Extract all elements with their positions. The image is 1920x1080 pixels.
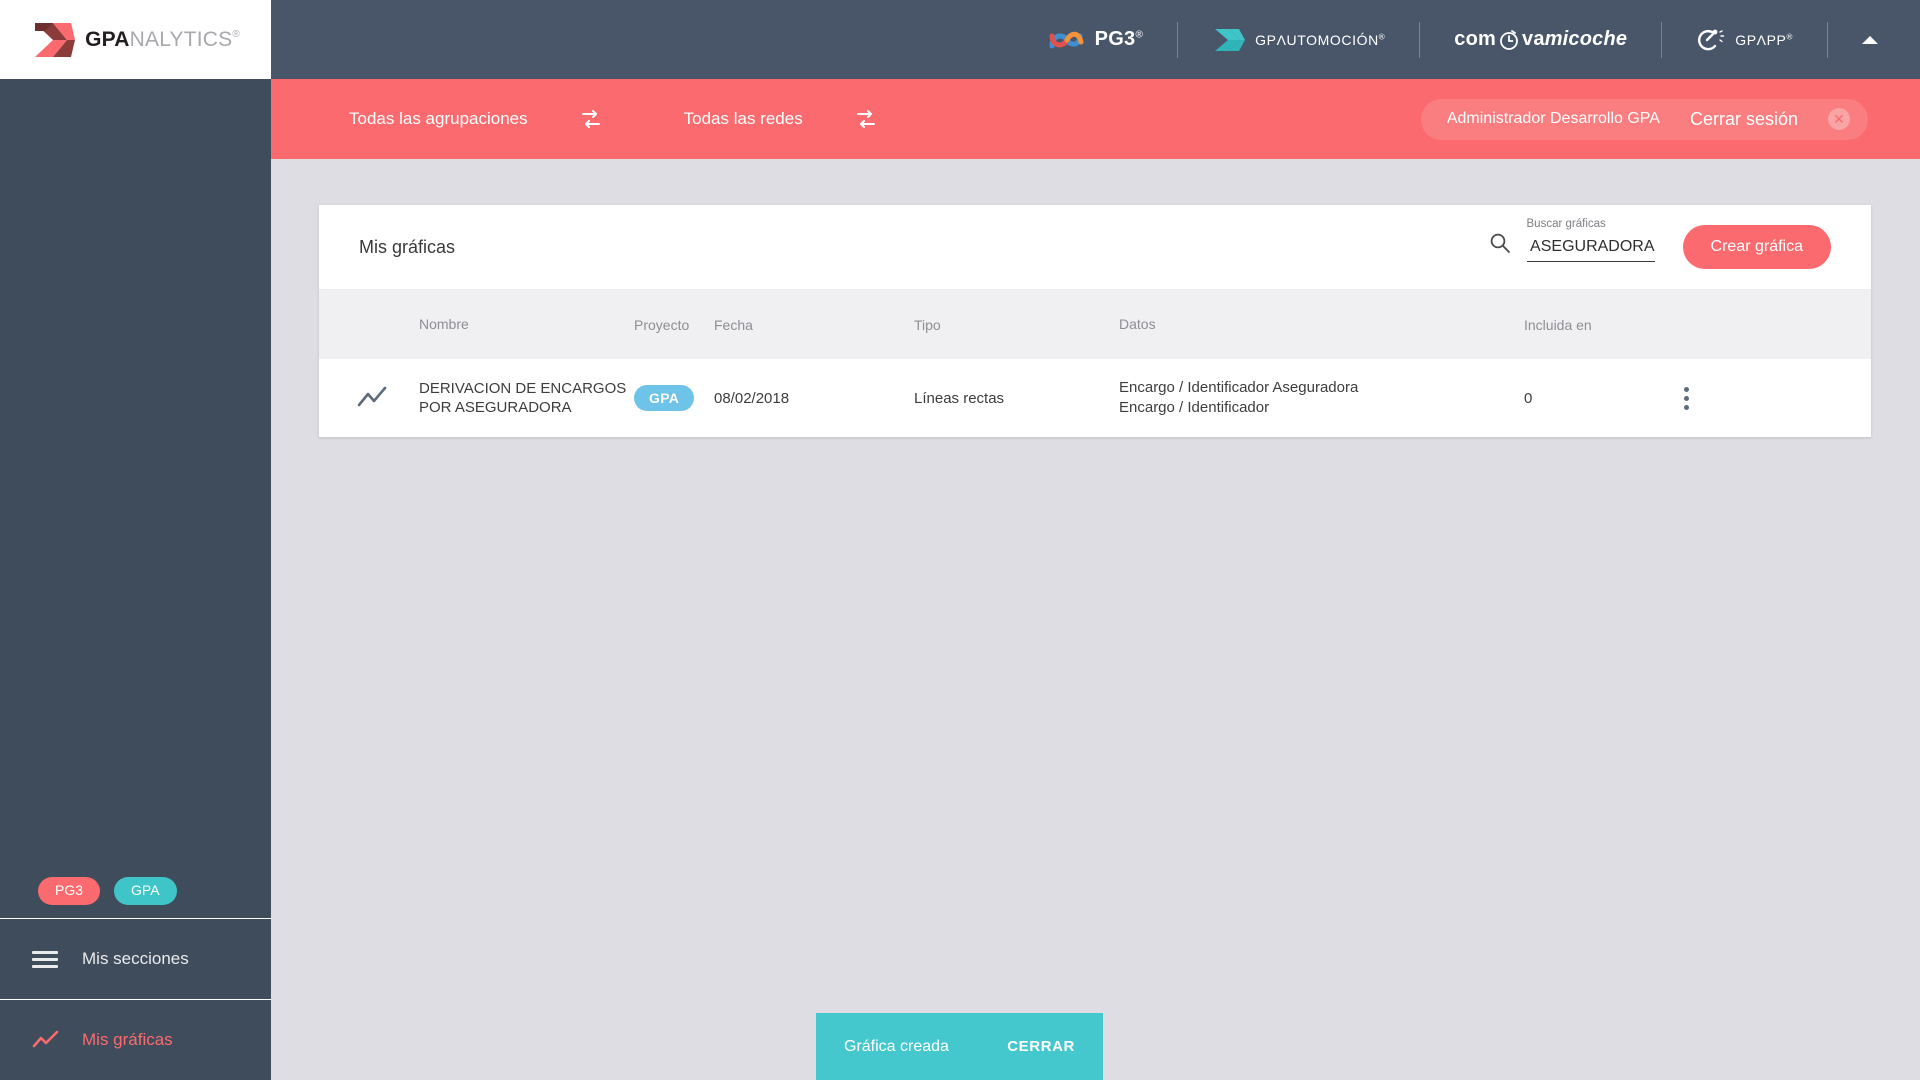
nav-divider <box>1661 21 1663 58</box>
filter-label: Todas las redes <box>683 109 803 128</box>
search-icon[interactable] <box>1489 232 1511 254</box>
page-title: Mis gráficas <box>359 236 456 257</box>
top-navbar: PG3® GPΛUTOMOCIÓN® com va micoche <box>271 0 1920 79</box>
gpautomocion-arrow-icon <box>1215 28 1246 51</box>
search-field: Buscar gráficas <box>1526 218 1655 262</box>
search-label: Buscar gráficas <box>1526 218 1606 230</box>
table-header-nombre[interactable]: Nombre <box>419 315 469 332</box>
create-chart-button[interactable]: Crear gráfica <box>1682 225 1831 269</box>
nav-divider <box>1177 21 1179 58</box>
status-badge: GPA <box>634 385 695 411</box>
topnav-logo-group: PG3® GPΛUTOMOCIÓN® com va micoche <box>1014 0 1920 79</box>
filter-subbar: Todas las agrupaciones Todas las redes A… <box>271 79 1920 159</box>
row-proyecto: GPA <box>634 385 714 411</box>
nav-logo-pg3[interactable]: PG3® <box>1014 20 1178 60</box>
main-content: Mis gráficas Buscar gráficas Crear gráfi… <box>271 159 1920 1080</box>
nav-logo-label: GPΛUTOMOCIÓN® <box>1255 31 1386 48</box>
nav-divider <box>1827 21 1828 58</box>
nav-logo-comovamicoche[interactable]: com va micoche <box>1420 20 1661 60</box>
project-pill-gpa[interactable]: GPA <box>114 877 177 905</box>
row-tipo: Líneas rectas <box>914 389 1005 407</box>
nav-logo-gpautomocion[interactable]: GPΛUTOMOCIÓN® <box>1178 20 1419 60</box>
table-header-fecha[interactable]: Fecha <box>714 316 753 333</box>
table-header-row: Nombre Proyecto Fecha Tipo Datos Incluid… <box>319 289 1871 359</box>
table-header-proyecto[interactable]: Proyecto <box>634 316 690 333</box>
row-nombre: DERIVACION DE ENCARGOS POR ASEGURADORA <box>419 379 627 416</box>
current-user-label: Administrador Desarrollo GPA <box>1446 110 1660 127</box>
line-chart-icon <box>32 1028 60 1052</box>
sidebar-spacer <box>0 79 271 864</box>
card-header-actions: Buscar gráficas Crear gráfica <box>1489 218 1831 269</box>
nav-divider <box>1419 21 1421 58</box>
nav-logo-label: GPΛPP® <box>1735 31 1793 48</box>
brand-logo[interactable]: GPA NALYTICS ® <box>0 0 271 79</box>
filter-agrupaciones[interactable]: Todas las agrupaciones <box>349 108 602 130</box>
table-header-incluida-en[interactable]: Incluida en <box>1524 316 1592 333</box>
sidebar-item-mis-graficas[interactable]: Mis gráficas <box>0 999 271 1080</box>
filter-label: Todas las agrupaciones <box>349 109 528 128</box>
pg3-infinity-icon <box>1049 31 1084 48</box>
snackbar-close-button[interactable]: CERRAR <box>1007 1038 1075 1055</box>
brand-name-bold: GPA <box>85 27 130 51</box>
search-input[interactable] <box>1526 238 1655 262</box>
sidebar-project-pills: PG3 GPA <box>0 864 271 918</box>
sidebar-item-label: Mis gráficas <box>82 1030 173 1049</box>
row-datos-line-1: Encargo / Identificador Aseguradora <box>1119 378 1359 396</box>
row-datos-line-2: Encargo / Identificador <box>1119 399 1270 416</box>
session-box: Administrador Desarrollo GPA Cerrar sesi… <box>1420 98 1868 140</box>
snackbar-message: Gráfica creada <box>844 1037 949 1055</box>
gpanalytics-arrow-logo-icon <box>35 22 76 57</box>
caret-up-icon <box>1862 35 1878 44</box>
card-header: Mis gráficas Buscar gráficas Crear gráfi… <box>319 205 1871 289</box>
row-chart-type-icon <box>319 385 419 411</box>
snackbar-toast: Gráfica creada CERRAR <box>816 1013 1103 1080</box>
hamburger-icon <box>32 947 60 971</box>
line-chart-icon <box>357 386 387 407</box>
row-incluida-en: 0 <box>1524 389 1533 407</box>
nav-logo-gpapp[interactable]: GPΛPP® <box>1662 20 1827 60</box>
sidebar-item-mis-secciones[interactable]: Mis secciones <box>0 918 271 999</box>
row-datos: Encargo / Identificador Aseguradora Enca… <box>1119 378 1524 419</box>
logout-button[interactable]: Cerrar sesión <box>1689 108 1798 129</box>
nav-logo-label: PG3® <box>1094 28 1144 50</box>
row-fecha: 08/02/2018 <box>714 389 790 407</box>
graficas-card: Mis gráficas Buscar gráficas Crear gráfi… <box>319 205 1871 437</box>
swap-icon[interactable] <box>855 108 877 130</box>
row-actions <box>1684 383 1804 414</box>
kebab-menu-icon[interactable] <box>1684 383 1690 414</box>
close-circle-icon[interactable]: ✕ <box>1828 108 1850 130</box>
search-area: Buscar gráficas <box>1489 218 1655 262</box>
topnav-collapse-button[interactable] <box>1828 0 1920 79</box>
nav-logo-label: com va micoche <box>1454 28 1628 50</box>
filter-redes[interactable]: Todas las redes <box>684 108 877 130</box>
comovamicoche-clock-icon <box>1500 29 1518 50</box>
table-header-datos[interactable]: Datos <box>1119 316 1156 333</box>
swap-icon[interactable] <box>580 108 602 130</box>
left-sidebar: GPA NALYTICS ® PG3 GPA Mis secciones Mis g… <box>0 0 271 1080</box>
table-header-tipo[interactable]: Tipo <box>914 316 941 333</box>
brand-name-light: NALYTICS <box>129 27 233 51</box>
project-pill-pg3[interactable]: PG3 <box>38 877 101 905</box>
sidebar-item-label: Mis secciones <box>82 949 189 968</box>
brand-registered-mark: ® <box>232 28 240 40</box>
table-row[interactable]: DERIVACION DE ENCARGOS POR ASEGURADORA G… <box>319 359 1871 437</box>
gpapp-gauge-icon <box>1698 29 1725 50</box>
